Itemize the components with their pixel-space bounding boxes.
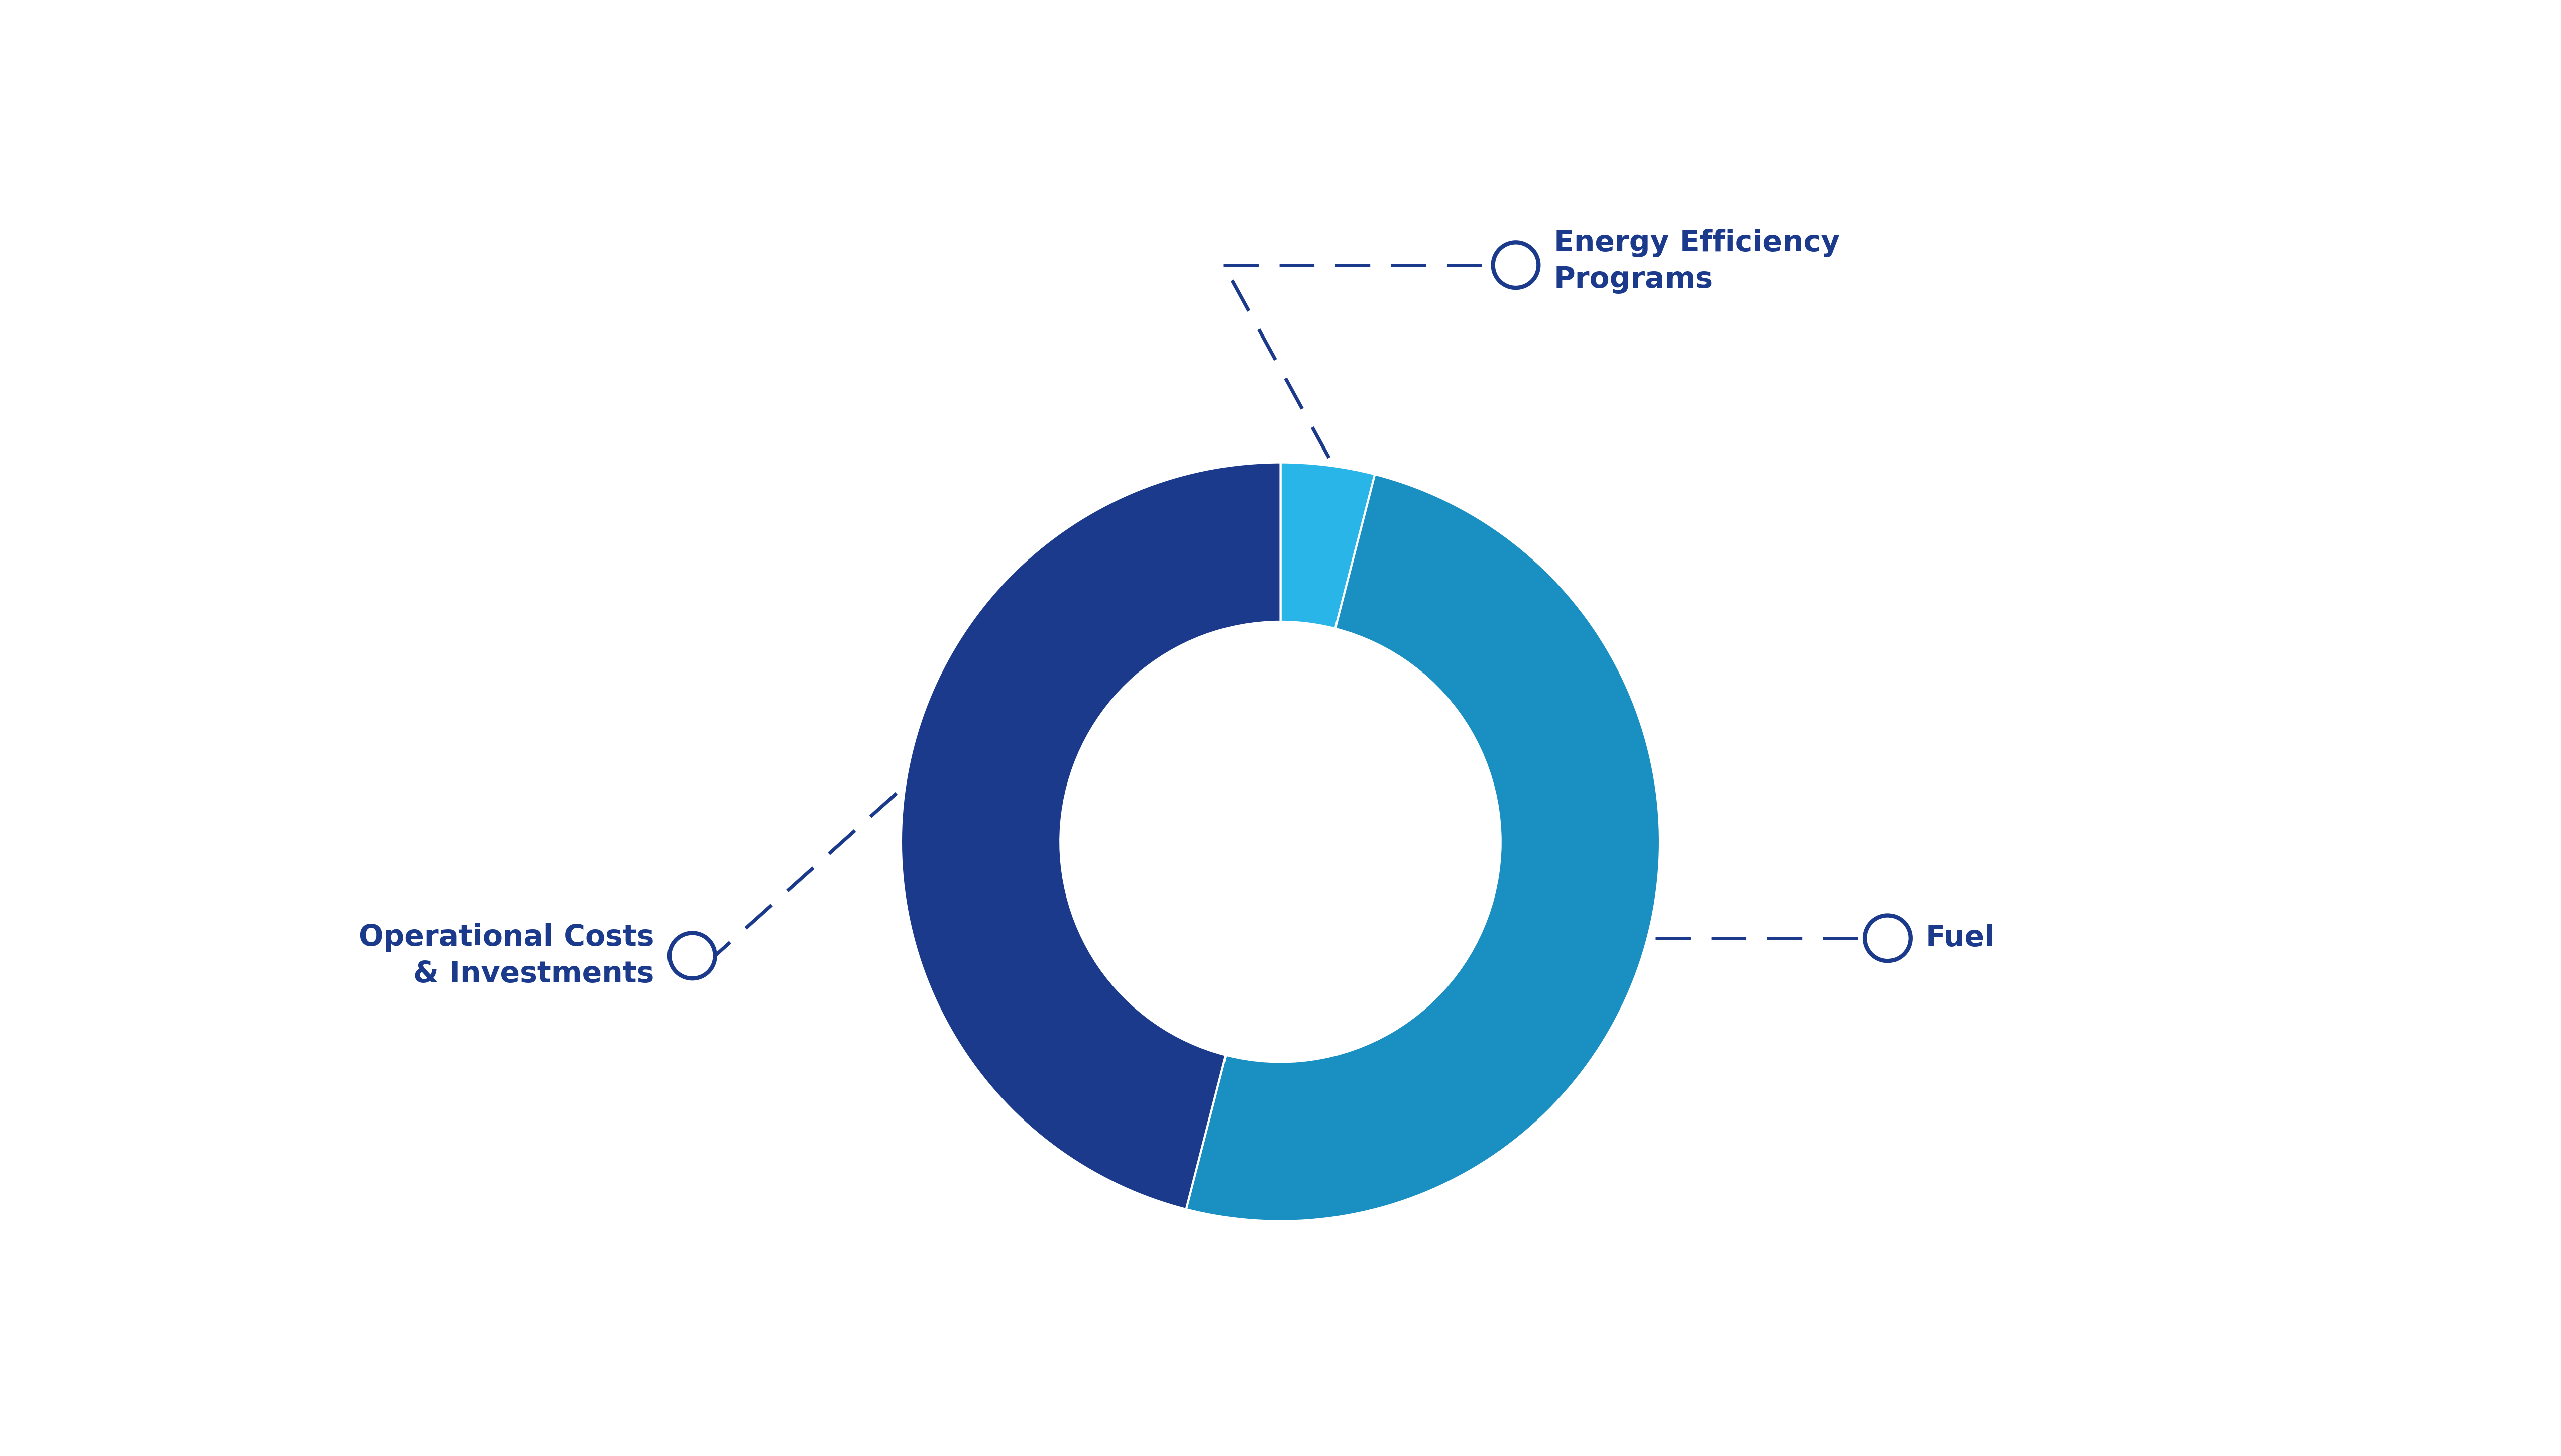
Text: Operational Costs
& Investments: Operational Costs & Investments	[359, 923, 653, 989]
Text: Fuel: Fuel	[1926, 923, 1995, 952]
Text: Energy Efficiency
Programs: Energy Efficiency Programs	[1555, 229, 1839, 294]
Wedge shape	[1186, 475, 1660, 1222]
Wedge shape	[901, 463, 1280, 1210]
Wedge shape	[1280, 463, 1375, 629]
